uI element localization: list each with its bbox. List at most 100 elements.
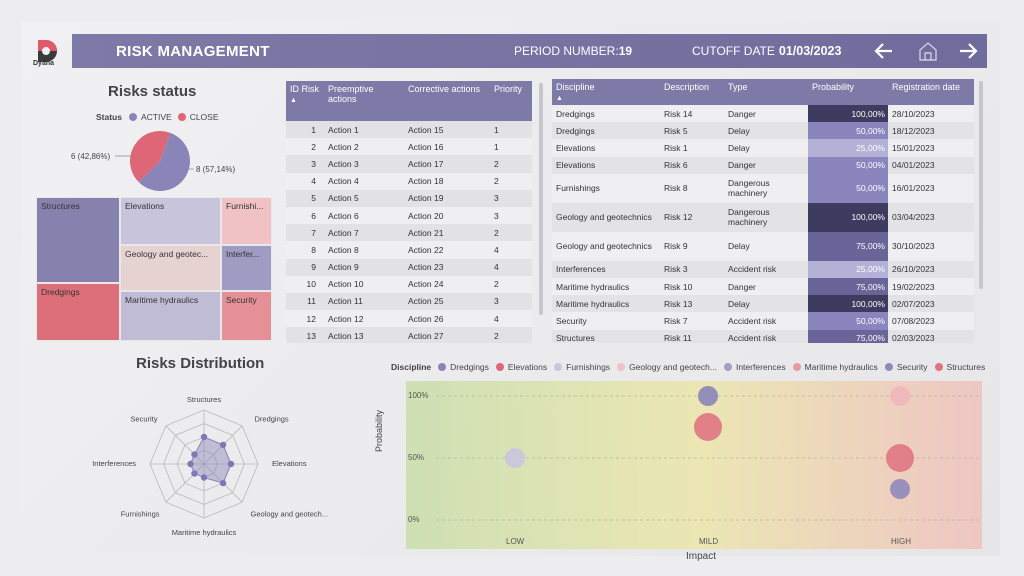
table-row[interactable]: 4 Action 4 Action 18 2	[286, 172, 532, 190]
col-corrective[interactable]: Corrective actions	[404, 81, 490, 121]
radar-point[interactable]	[200, 433, 208, 441]
radar-point[interactable]	[191, 470, 198, 477]
table-row[interactable]: 8 Action 8 Action 22 4	[286, 241, 532, 259]
table-row[interactable]: 12 Action 12 Action 26 4	[286, 310, 532, 328]
pie-slice-active[interactable]	[138, 132, 190, 191]
table-row[interactable]: 6 Action 6 Action 20 3	[286, 206, 532, 225]
table-cell-probability: 50,00%	[808, 173, 888, 203]
arrow-left-icon[interactable]	[872, 40, 896, 62]
period-value: 19	[618, 44, 633, 58]
table-row[interactable]: Structures Risk 11 Accident risk 75,00% 02/0…	[552, 329, 974, 343]
treemap-cell-security[interactable]: Security	[221, 291, 272, 341]
table-cell: 12	[286, 310, 324, 328]
radar-point[interactable]	[227, 460, 235, 468]
table-cell: 6	[286, 206, 324, 225]
table-row[interactable]: Elevations Risk 6 Danger 50,00% 04/01/2023	[552, 156, 974, 174]
table-row[interactable]: Dredgings Risk 14 Danger 100,00% 28/10/2023	[552, 105, 974, 123]
legend-item[interactable]: Geology and geotech...	[629, 362, 717, 372]
treemap-cell-maritime[interactable]: Maritime hydraulics	[120, 291, 221, 341]
table-row[interactable]: Geology and geotechnics Risk 12 Dangerous …	[552, 202, 974, 232]
treemap-cell-interferences[interactable]: Interfer...	[221, 245, 272, 291]
col-id-risk[interactable]: ID Risk ▲	[286, 81, 324, 121]
table-cell: Action 19	[404, 189, 490, 207]
period-number: PERIOD NUMBER:19	[514, 44, 632, 58]
arrow-right-icon[interactable]	[956, 40, 980, 62]
col-type[interactable]: Type	[724, 79, 808, 105]
table-cell: 2	[490, 172, 532, 190]
bubble-point-geology-and-geotech-[interactable]	[890, 386, 910, 406]
radar-point[interactable]	[219, 441, 227, 449]
table-cell: 4	[490, 241, 532, 259]
table-row[interactable]: 10 Action 10 Action 24 2	[286, 275, 532, 293]
radar-point[interactable]	[187, 460, 194, 468]
table-row[interactable]: 2 Action 2 Action 16 1	[286, 138, 532, 156]
col-discipline[interactable]: Discipline ▲	[552, 79, 660, 105]
table-cell: Action 6	[324, 206, 404, 225]
table-cell-type: Delay	[724, 122, 808, 140]
treemap-cell-elevations[interactable]: Elevations	[120, 197, 221, 245]
table-row[interactable]: 5 Action 5 Action 19 3	[286, 189, 532, 207]
risks-table-scrollbar[interactable]	[979, 81, 983, 289]
treemap-cell-geology[interactable]: Geology and geotec...	[120, 245, 221, 291]
table-row[interactable]: 9 Action 9 Action 23 4	[286, 258, 532, 276]
col-description[interactable]: Description	[660, 79, 724, 105]
table-row[interactable]: 13 Action 13 Action 27 2	[286, 327, 532, 343]
legend-item[interactable]: Structures	[946, 362, 986, 372]
bubble-point-maritime-hydraulics[interactable]	[694, 413, 722, 441]
table-cell: Action 8	[324, 241, 404, 259]
table-row[interactable]: Furnishings Risk 8 Dangerous machinery 50,0…	[552, 173, 974, 203]
table-cell-date: 02/07/2023	[888, 295, 974, 313]
table-cell-description: Risk 5	[660, 122, 724, 140]
legend-item[interactable]: Interferences	[735, 362, 786, 372]
table-cell: 4	[490, 310, 532, 328]
table-cell: 4	[490, 258, 532, 276]
treemap-cell-dredgings[interactable]: Dredgings	[36, 283, 120, 341]
table-cell: Action 12	[324, 310, 404, 328]
actions-table-scrollbar[interactable]	[539, 83, 543, 315]
table-cell-description: Risk 9	[660, 231, 724, 261]
bubble-point-interferences[interactable]	[890, 479, 910, 499]
table-cell-date: 15/01/2023	[888, 139, 974, 157]
table-row[interactable]: Geology and geotechnics Risk 9 Delay 75,00%…	[552, 231, 974, 261]
bubble-point-dredgings[interactable]	[698, 386, 718, 406]
table-cell-probability: 100,00%	[808, 105, 888, 123]
table-cell-probability: 25,00%	[808, 260, 888, 278]
table-row[interactable]: 3 Action 3 Action 17 2	[286, 155, 532, 173]
bubble-chart-svg	[436, 386, 982, 521]
table-cell: 3	[490, 292, 532, 311]
bubble-point-furnishings[interactable]	[505, 448, 525, 468]
table-row[interactable]: Maritime hydraulics Risk 13 Delay 100,00% 02…	[552, 295, 974, 313]
legend-item[interactable]: Elevations	[507, 362, 548, 372]
bubble-point-structures[interactable]	[886, 444, 914, 472]
table-row[interactable]: 7 Action 7 Action 21 2	[286, 224, 532, 242]
home-icon[interactable]	[916, 40, 940, 62]
treemap-cell-furnishings[interactable]: Furnishi...	[221, 197, 272, 245]
table-cell-date: 04/01/2023	[888, 156, 974, 174]
pie-slice-close[interactable]	[130, 130, 171, 182]
status-legend-label: Status	[96, 112, 122, 122]
radar-point[interactable]	[200, 474, 208, 481]
col-registration-date[interactable]: Registration date	[888, 79, 974, 105]
radar-point[interactable]	[191, 451, 198, 458]
legend-item[interactable]: Maritime hydraulics	[804, 362, 878, 372]
col-preemptive[interactable]: Preemptive actions	[324, 81, 404, 121]
col-probability[interactable]: Probability	[808, 79, 888, 105]
table-row[interactable]: Maritime hydraulics Risk 10 Danger 75,00% 19…	[552, 277, 974, 296]
legend-item[interactable]: Dredgings	[450, 362, 489, 372]
table-row[interactable]: Security Risk 7 Accident risk 50,00% 07/08/2…	[552, 312, 974, 330]
table-row[interactable]: 11 Action 11 Action 25 3	[286, 292, 532, 311]
table-row[interactable]: Elevations Risk 1 Delay 25,00% 15/01/2023	[552, 139, 974, 157]
status-pie-chart: 6 (42,86%) 8 (57,14%)	[71, 130, 235, 191]
pie-label-active: 8 (57,14%)	[196, 165, 235, 174]
col-priority[interactable]: Priority	[490, 81, 532, 121]
radar-point[interactable]	[219, 479, 227, 487]
table-row[interactable]: Dredgings Risk 5 Delay 50,00% 18/12/2023	[552, 122, 974, 140]
table-row[interactable]: Interferences Risk 3 Accident risk 25,00% 26…	[552, 260, 974, 278]
legend-item[interactable]: Furnishings	[566, 362, 611, 372]
legend-item[interactable]: Security	[896, 362, 928, 372]
table-row[interactable]: 1 Action 1 Action 15 1	[286, 121, 532, 139]
table-cell-date: 26/10/2023	[888, 260, 974, 278]
treemap-cell-structures[interactable]: Structures	[36, 197, 120, 283]
table-cell-probability: 75,00%	[808, 329, 888, 343]
table-cell-date: 30/10/2023	[888, 231, 974, 261]
